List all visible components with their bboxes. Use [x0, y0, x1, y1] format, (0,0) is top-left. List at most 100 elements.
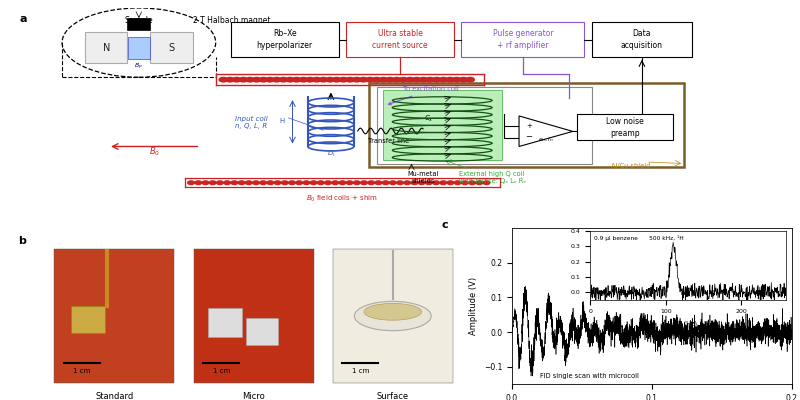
Circle shape [359, 78, 368, 82]
Text: $C_x$: $C_x$ [424, 114, 434, 124]
Circle shape [433, 78, 441, 82]
Circle shape [246, 78, 254, 82]
Ellipse shape [354, 301, 431, 331]
Circle shape [453, 78, 461, 82]
Text: 1 cm: 1 cm [74, 368, 90, 374]
Circle shape [411, 181, 418, 184]
FancyBboxPatch shape [333, 249, 453, 383]
Circle shape [426, 78, 434, 82]
Circle shape [399, 78, 408, 82]
Text: N: N [102, 43, 110, 53]
Text: H: H [279, 118, 285, 124]
Circle shape [274, 181, 281, 184]
Circle shape [406, 78, 414, 82]
Text: To excitation coil: To excitation coil [389, 86, 458, 105]
Circle shape [319, 78, 328, 82]
Circle shape [279, 78, 288, 82]
Text: Pulse generator
+ rf amplifier: Pulse generator + rf amplifier [493, 29, 553, 50]
Circle shape [469, 181, 475, 184]
Text: Transfer line: Transfer line [368, 138, 409, 144]
Circle shape [390, 181, 396, 184]
Text: Rb–Xe
hyperpolarizer: Rb–Xe hyperpolarizer [257, 29, 313, 50]
Circle shape [253, 78, 261, 82]
Circle shape [289, 181, 295, 184]
Circle shape [303, 181, 310, 184]
Circle shape [239, 78, 247, 82]
Circle shape [413, 78, 421, 82]
Text: Low noise
preamp: Low noise preamp [606, 117, 643, 138]
Text: Data
acquisition: Data acquisition [621, 29, 663, 50]
Circle shape [306, 78, 314, 82]
Circle shape [361, 181, 367, 184]
Polygon shape [519, 116, 573, 146]
Circle shape [310, 181, 317, 184]
Circle shape [366, 78, 374, 82]
Circle shape [375, 181, 382, 184]
Text: 1 cm: 1 cm [213, 368, 230, 374]
Circle shape [246, 181, 252, 184]
Text: $D_i$: $D_i$ [326, 148, 335, 159]
Text: Al/Cu shield: Al/Cu shield [610, 163, 650, 169]
Text: S: S [169, 43, 174, 53]
Circle shape [210, 181, 216, 184]
Circle shape [483, 181, 490, 184]
Circle shape [231, 181, 238, 184]
Circle shape [333, 78, 341, 82]
Circle shape [476, 181, 482, 184]
FancyBboxPatch shape [208, 308, 242, 337]
Circle shape [318, 181, 324, 184]
Text: a: a [20, 14, 27, 24]
Text: Micro: Micro [242, 392, 265, 400]
Circle shape [459, 78, 468, 82]
Circle shape [332, 181, 338, 184]
Circle shape [273, 78, 281, 82]
FancyBboxPatch shape [127, 18, 150, 30]
FancyBboxPatch shape [85, 32, 127, 63]
Circle shape [368, 181, 374, 184]
FancyBboxPatch shape [150, 32, 193, 63]
Circle shape [354, 181, 360, 184]
Circle shape [397, 181, 403, 184]
Circle shape [446, 78, 454, 82]
Circle shape [224, 181, 230, 184]
FancyBboxPatch shape [231, 22, 338, 57]
Text: b: b [18, 236, 26, 246]
FancyBboxPatch shape [577, 114, 673, 140]
Circle shape [217, 181, 223, 184]
Circle shape [238, 181, 245, 184]
FancyBboxPatch shape [592, 22, 692, 57]
Circle shape [286, 78, 294, 82]
Circle shape [373, 78, 381, 82]
Circle shape [353, 78, 361, 82]
Text: $B_p$: $B_p$ [134, 62, 143, 72]
Circle shape [419, 78, 428, 82]
Circle shape [313, 78, 321, 82]
Text: +: + [526, 123, 532, 129]
Text: FID single scan with microcoil: FID single scan with microcoil [540, 373, 639, 379]
Text: Surface: Surface [377, 392, 409, 400]
FancyBboxPatch shape [194, 249, 314, 383]
Circle shape [299, 78, 308, 82]
Text: Standard: Standard [95, 392, 134, 400]
FancyBboxPatch shape [246, 318, 278, 345]
Circle shape [439, 78, 448, 82]
Circle shape [440, 181, 446, 184]
Circle shape [266, 78, 274, 82]
Text: Mu-metal
shields: Mu-metal shields [407, 171, 438, 184]
Ellipse shape [364, 303, 422, 320]
Text: Ultra stable
current source: Ultra stable current source [372, 29, 428, 50]
Circle shape [267, 181, 274, 184]
Circle shape [202, 181, 209, 184]
Circle shape [326, 78, 334, 82]
Circle shape [454, 181, 461, 184]
Text: c: c [442, 220, 449, 230]
Circle shape [282, 181, 288, 184]
Circle shape [426, 181, 432, 184]
Circle shape [382, 181, 389, 184]
Circle shape [339, 78, 348, 82]
FancyBboxPatch shape [462, 22, 584, 57]
Text: −: − [526, 132, 533, 141]
FancyBboxPatch shape [346, 22, 454, 57]
Circle shape [462, 181, 468, 184]
Text: $e_n, i_n$: $e_n, i_n$ [538, 136, 554, 144]
